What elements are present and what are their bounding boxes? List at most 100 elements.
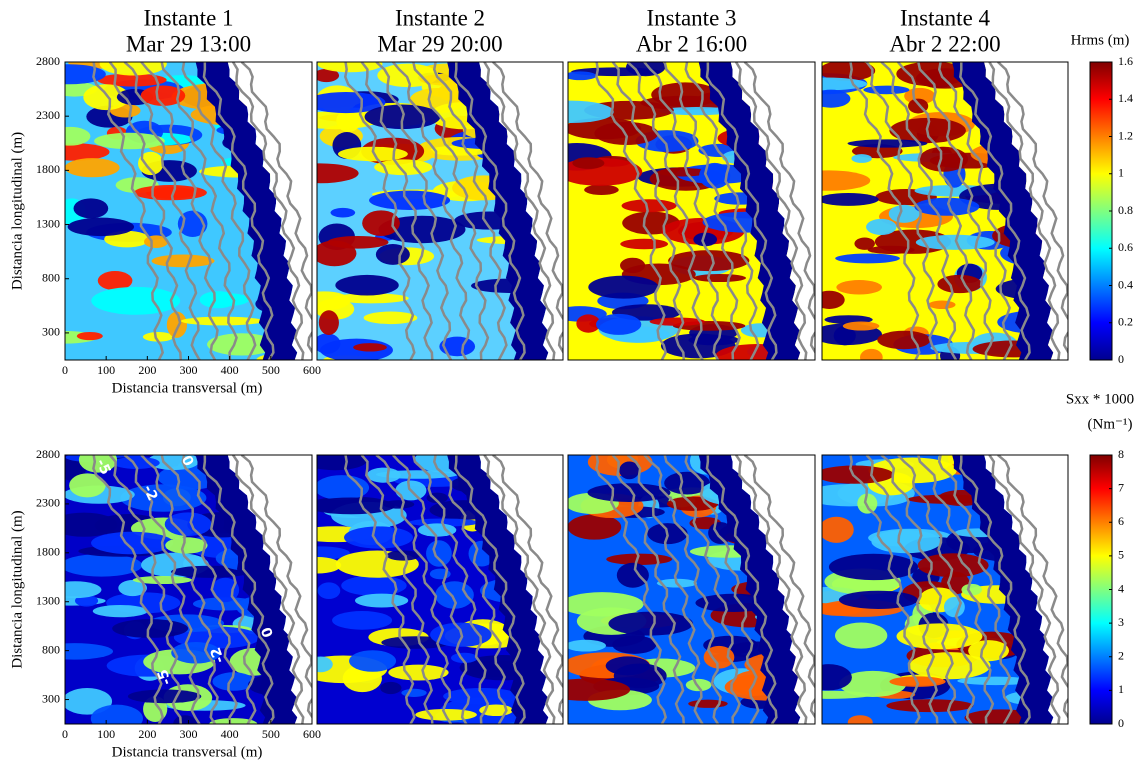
depth-contour [483,62,556,360]
x-tick-label: 0 [62,727,68,741]
colorbar-tick-label: 0.2 [1118,315,1133,329]
field-blob [877,330,931,350]
y-tick-label: 800 [42,270,60,284]
surf-zone [698,455,801,724]
y-tick-label: 800 [42,642,60,656]
depth-contour [743,62,815,355]
depth-contour [483,455,556,724]
field-blob [668,250,750,272]
field-blob [606,553,673,565]
y-axis-label: Distancia longitudinal (m) [9,510,25,668]
colorbar-tick-label: 3 [1118,615,1124,629]
colorbar-tick-label: 0.4 [1118,277,1133,291]
colorbar-tick-label: 2 [1118,649,1124,663]
field-blob [450,652,478,664]
depth-contour [880,455,958,724]
depth-contour [865,455,939,724]
panel-title: Abr 2 22:00 [889,31,1000,56]
axes-frame [316,61,564,361]
depth-contour [202,455,275,724]
field-blob [166,311,188,338]
field-blob [584,184,619,196]
depth-contour [392,455,471,724]
field-blob [212,672,255,691]
dry-land [730,455,815,724]
field-blob [127,689,202,704]
colorbar-title: (Nm⁻¹) [1088,416,1133,432]
depth-contour [959,62,1031,360]
field-blob [588,275,659,299]
depth-contour [997,62,1068,355]
y-tick-label: 2300 [36,496,60,510]
depth-contour [743,455,815,720]
depth-contour [663,455,741,724]
dry-land [730,62,815,360]
colorbar [1089,61,1113,361]
field-blob [76,331,103,341]
x-tick-label: 300 [180,363,198,377]
depth-contour [432,62,508,360]
depth-contour [240,455,312,720]
field-blob [835,622,888,649]
depth-contour [896,62,976,360]
x-tick-label: 600 [303,727,321,741]
field-blob [317,91,386,114]
y-tick-label: 2300 [36,108,60,122]
field-blob [171,565,250,578]
field-blob [943,596,965,618]
field-blob [822,193,879,206]
field-blob [199,291,237,309]
depth-contour [492,62,563,355]
contour-label: -2 [139,483,160,504]
depth-contour [160,455,238,724]
field-blob [854,237,875,250]
field-blob [401,688,427,697]
depth-contour [917,62,995,360]
surf-zone [447,62,549,360]
field-blob [693,273,746,283]
depth-contour [626,62,704,360]
panel-title: Instante 1 [143,5,233,30]
panel-title: Instante 4 [900,5,991,30]
field-blob [375,244,410,265]
surf-zone [195,62,298,360]
field-blob [919,146,969,172]
field [65,62,312,360]
field-blob [619,461,640,480]
colorbar-tick-label: 7 [1118,480,1124,494]
depth-contour [848,455,921,724]
colorbar-tick-label: 0.6 [1118,240,1133,254]
field-blob [658,106,735,116]
depth-contour [959,455,1031,724]
field-blob [833,325,856,346]
axes-frame [821,454,1069,725]
field-blob [968,640,1010,662]
depth-contour [391,62,471,360]
depth-contour [123,62,201,360]
field-blob [317,68,340,83]
field-blob [859,348,883,360]
field-blob [928,300,956,310]
field-blob [336,109,361,133]
depth-contour [412,62,490,360]
field-blob [91,286,181,315]
field [317,62,563,360]
x-tick-label: 400 [221,727,239,741]
depth-contour [611,62,685,360]
colorbar-tick-label: 1.6 [1118,54,1133,68]
field-blob [317,656,333,673]
depth-contour [734,62,808,360]
depth-contour [492,455,563,720]
field-blob [118,580,148,597]
field-blob [180,316,264,326]
field-blob [836,280,883,295]
colorbar-tick-label: 1 [1118,682,1124,696]
y-tick-label: 1800 [36,545,60,559]
field-blob [327,235,389,249]
field-blob [335,274,399,296]
panel-title: Instante 2 [395,5,485,30]
field-blob [132,575,193,585]
depth-contour [181,455,257,724]
field-blob [838,590,918,609]
